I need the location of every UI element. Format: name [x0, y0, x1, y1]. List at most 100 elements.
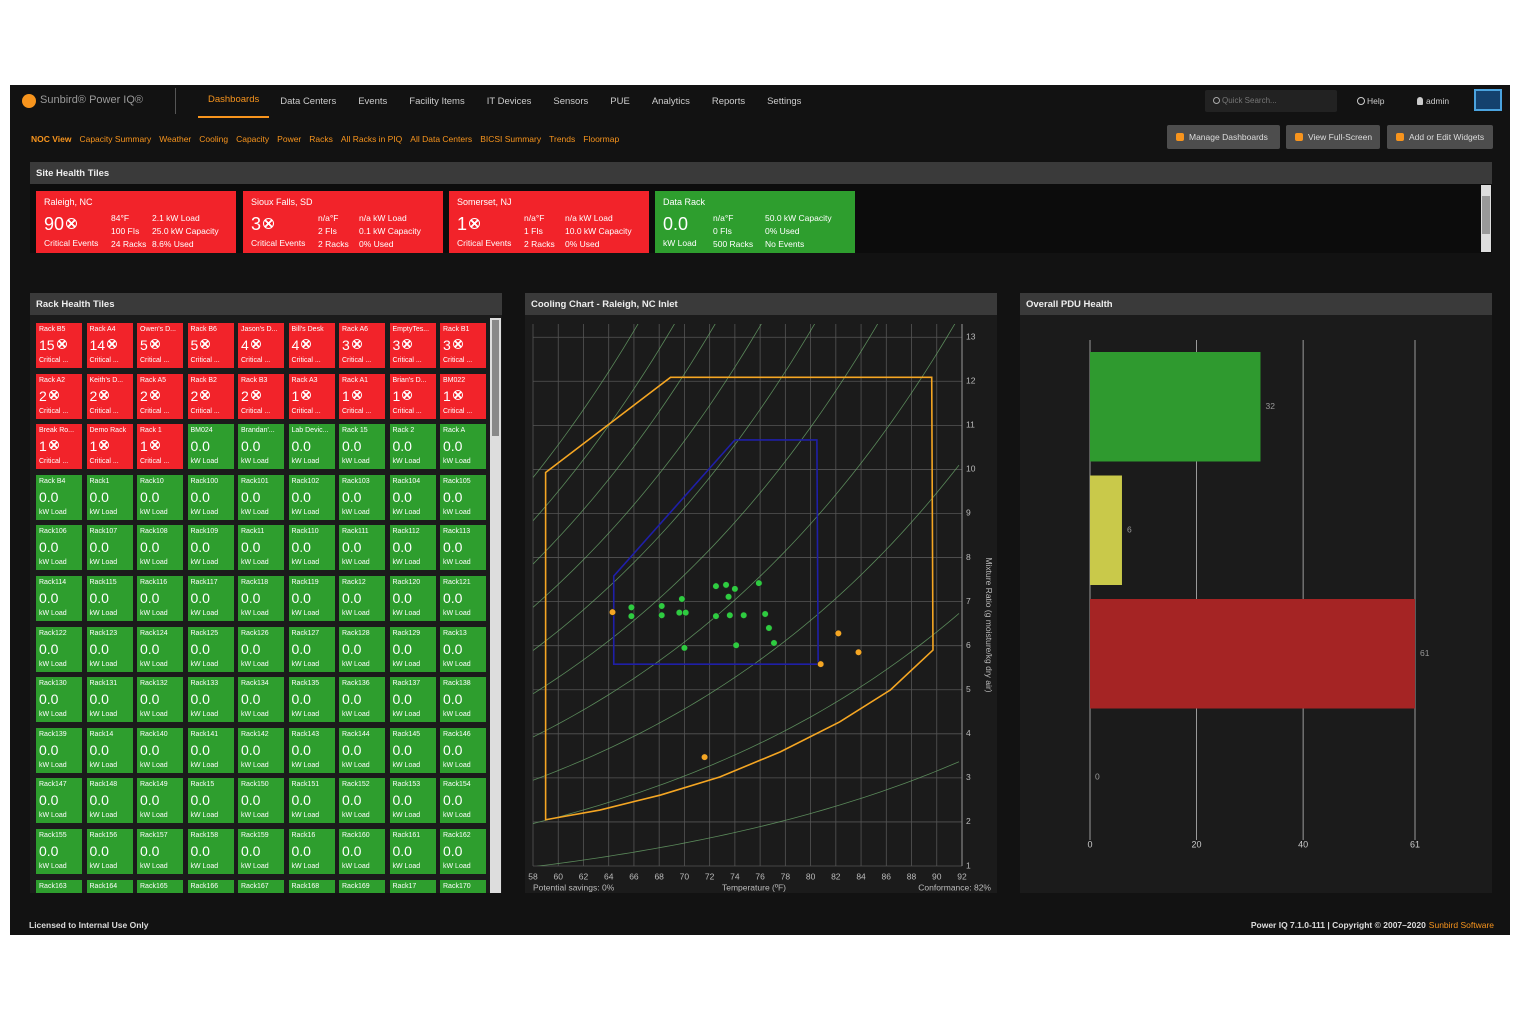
rack-tile[interactable]: Rack125 0.0 kW Load [187, 626, 234, 672]
rack-tile[interactable]: Rack162 0.0 kW Load [440, 829, 486, 874]
rack-tile[interactable]: Rack138 0.0 kW Load [440, 677, 486, 723]
rack-tile[interactable]: Rack132 0.0 kW Load [137, 677, 183, 723]
rack-tile[interactable]: Rack A3 1 Critical ... [288, 373, 335, 419]
rack-tile[interactable]: Rack B3 2 Critical ... [238, 373, 284, 419]
rack-tile[interactable]: Rack140 0.0 kW Load [137, 727, 183, 773]
rack-tile[interactable]: Rack105 0.0 kW Load [440, 474, 486, 520]
rack-tile[interactable]: Rack139 0.0 kW Load [36, 727, 82, 773]
rack-tile[interactable]: Rack161 0.0 kW Load [389, 829, 436, 874]
rack-tile[interactable]: Rack113 0.0 kW Load [440, 525, 486, 571]
button[interactable]: Add or Edit Widgets [1387, 125, 1493, 149]
rack-tile[interactable]: Rack165 [137, 879, 183, 893]
rack-tile[interactable]: Demo Rack 1 Critical ... [86, 424, 133, 470]
help[interactable]: Help [1367, 96, 1385, 106]
rack-tile[interactable]: Rack A2 2 Critical ... [36, 373, 82, 419]
rack-tile[interactable]: Rack107 0.0 kW Load [86, 525, 133, 571]
rack-tile[interactable]: Rack109 0.0 kW Load [187, 525, 234, 571]
rack-tile[interactable]: Rack15 0.0 kW Load [187, 778, 234, 824]
rack-tile[interactable]: Rack102 0.0 kW Load [288, 474, 335, 520]
rack-tile[interactable]: Rack111 0.0 kW Load [339, 525, 385, 571]
nav-item[interactable]: Events [358, 95, 388, 107]
rack-tile[interactable]: Rack153 0.0 kW Load [389, 778, 436, 824]
rack-tile[interactable]: Brian's D... 1 Critical ... [389, 373, 436, 419]
rack-tile[interactable]: Rack110 0.0 kW Load [288, 525, 335, 571]
rack-tile[interactable]: Rack167 [238, 879, 284, 893]
nav-item[interactable]: Settings [767, 95, 802, 107]
tab[interactable]: Capacity [236, 134, 270, 144]
rack-tile[interactable]: Rack10 0.0 kW Load [137, 474, 183, 520]
nav-item[interactable]: Facility Items [409, 95, 465, 107]
rack-tile[interactable]: Rack100 0.0 kW Load [187, 474, 234, 520]
rack-tile[interactable]: BM022 1 Critical ... [440, 373, 486, 419]
rack-tile[interactable]: Rack123 0.0 kW Load [86, 626, 133, 672]
rack-tile[interactable]: Rack122 0.0 kW Load [36, 626, 82, 672]
rack-tile[interactable]: Rack157 0.0 kW Load [137, 829, 183, 874]
rack-tile[interactable]: Rack108 0.0 kW Load [137, 525, 183, 571]
nav-item[interactable]: IT Devices [486, 95, 532, 107]
rack-tile[interactable]: Rack136 0.0 kW Load [339, 677, 385, 723]
rack-tile[interactable]: Rack163 [36, 879, 82, 893]
rack-tile[interactable]: Rack169 [339, 879, 385, 893]
tab[interactable]: Cooling [199, 134, 229, 144]
rack-tile[interactable]: Rack160 0.0 kW Load [339, 829, 385, 874]
rack-tile[interactable]: Rack148 0.0 kW Load [86, 778, 133, 824]
rack-tile[interactable]: BM024 0.0 kW Load [187, 424, 234, 470]
tab[interactable]: NOC View [31, 134, 72, 144]
rack-tile[interactable]: Rack A1 1 Critical ... [339, 373, 385, 419]
rack-tile[interactable]: Lab Devic... 0.0 kW Load [288, 424, 335, 470]
rack-tile[interactable]: Rack B1 3 Critical ... [440, 323, 486, 368]
search-box[interactable]: Quick Search... [1205, 90, 1337, 112]
rack-tile[interactable]: Bill's Desk 4 Critical ... [288, 323, 335, 368]
rack-tile[interactable]: Brandan'... 0.0 kW Load [238, 424, 284, 470]
rack-tile[interactable]: Rack117 0.0 kW Load [187, 576, 234, 621]
rack-tile[interactable]: Rack114 0.0 kW Load [36, 576, 82, 621]
nav-item[interactable]: Reports [711, 95, 746, 107]
rack-tile[interactable]: Rack 15 0.0 kW Load [339, 424, 385, 470]
rack-tile[interactable]: Rack159 0.0 kW Load [238, 829, 284, 874]
rack-tile[interactable]: Rack134 0.0 kW Load [238, 677, 284, 723]
rack-tile[interactable]: Rack149 0.0 kW Load [137, 778, 183, 824]
rack-tile[interactable]: Rack12 0.0 kW Load [339, 576, 385, 621]
rack-tile[interactable]: Rack129 0.0 kW Load [389, 626, 436, 672]
rack-tile[interactable]: Rack B5 15 Critical ... [36, 323, 82, 368]
tab[interactable]: Capacity Summary [79, 134, 152, 144]
rack-tile[interactable]: Rack104 0.0 kW Load [389, 474, 436, 520]
rack-tile[interactable]: Rack156 0.0 kW Load [86, 829, 133, 874]
rack-tile[interactable]: Rack143 0.0 kW Load [288, 727, 335, 773]
rack-tile[interactable]: Rack127 0.0 kW Load [288, 626, 335, 672]
tab[interactable]: All Data Centers [410, 134, 473, 144]
rack-tile[interactable]: Rack101 0.0 kW Load [238, 474, 284, 520]
rack-tile[interactable]: Rack103 0.0 kW Load [339, 474, 385, 520]
rack-tile[interactable]: Rack115 0.0 kW Load [86, 576, 133, 621]
rack-tile[interactable]: Rack116 0.0 kW Load [137, 576, 183, 621]
nav-item[interactable]: PUE [610, 95, 630, 107]
rack-tile[interactable]: Rack131 0.0 kW Load [86, 677, 133, 723]
rack-tile[interactable]: Rack1 0.0 kW Load [86, 474, 133, 520]
rack-tile[interactable]: Rack16 0.0 kW Load [288, 829, 335, 874]
company-link[interactable]: Sunbird Software [1428, 920, 1494, 930]
nav-item[interactable]: Dashboards [198, 84, 270, 118]
rack-tile[interactable]: Rack137 0.0 kW Load [389, 677, 436, 723]
rack-tile[interactable]: Rack17 [389, 879, 436, 893]
rack-tile[interactable]: Rack120 0.0 kW Load [389, 576, 436, 621]
site-tile[interactable]: Raleigh, NC 90 Critical Events 84°F 100 FIs 2… [36, 191, 236, 253]
user[interactable]: admin [1426, 96, 1450, 106]
tab[interactable]: Power [277, 134, 302, 144]
rack-tile[interactable]: Rack11 0.0 kW Load [238, 525, 284, 571]
tab[interactable]: Floormap [583, 134, 620, 144]
rack-tile[interactable]: Rack121 0.0 kW Load [440, 576, 486, 621]
rack-tile[interactable]: Rack128 0.0 kW Load [339, 626, 385, 672]
rack-tile[interactable]: Rack170 [440, 879, 486, 893]
rack-tile[interactable]: Jason's D... 4 Critical ... [238, 323, 284, 368]
rack-tile[interactable]: Rack A4 14 Critical ... [86, 323, 133, 368]
rack-tile[interactable]: Keith's D... 2 Critical ... [86, 373, 133, 419]
tab[interactable]: All Racks in PIQ [340, 134, 403, 144]
rack-tile[interactable]: Rack B6 5 Critical ... [187, 323, 234, 368]
rack-tile[interactable]: Rack112 0.0 kW Load [389, 525, 436, 571]
rack-tile[interactable]: Rack119 0.0 kW Load [288, 576, 335, 621]
rack-tile[interactable]: Rack144 0.0 kW Load [339, 727, 385, 773]
rack-tile[interactable]: Rack 2 0.0 kW Load [389, 424, 436, 470]
site-tile[interactable]: Somerset, NJ 1 Critical Events n/a°F 1 FIs 2 … [449, 191, 649, 253]
rack-tile[interactable]: Rack133 0.0 kW Load [187, 677, 234, 723]
rack-tile[interactable]: Rack118 0.0 kW Load [238, 576, 284, 621]
